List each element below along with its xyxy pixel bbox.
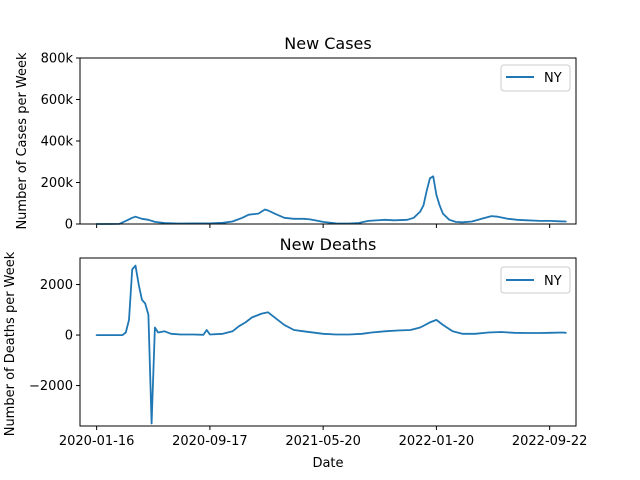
- cases-subplot: New Cases 0 200k 400k 600k 800k Number of Ca…: [15, 34, 577, 233]
- deaths-xtick-label: 2022-01-20: [399, 434, 475, 449]
- deaths-ytick-labels: −2000 0 2000: [29, 278, 73, 394]
- cases-legend: NY: [500, 64, 571, 92]
- deaths-xticks: [96, 426, 551, 430]
- deaths-legend: NY: [500, 266, 571, 294]
- cases-lines: [95, 175, 567, 225]
- deaths-legend-label: NY: [544, 274, 562, 289]
- cases-legend-frame: [500, 64, 571, 92]
- deaths-series-line-ny: [95, 264, 567, 425]
- cases-series-line-ny: [95, 175, 567, 225]
- deaths-title: New Deaths: [280, 235, 377, 254]
- deaths-ytick-label: −2000: [29, 379, 73, 394]
- cases-ytick-label: 200k: [41, 176, 74, 191]
- deaths-xtick-label: 2022-09-22: [512, 434, 588, 449]
- deaths-legend-frame: [500, 266, 571, 294]
- cases-yticks: [76, 57, 80, 225]
- cases-ytick-label: 0: [65, 218, 73, 233]
- cases-title: New Cases: [284, 34, 371, 53]
- deaths-axes-frame: [79, 257, 577, 427]
- deaths-subplot: New Deaths −2000 0 2000 2020-01-16 2020-09-…: [3, 235, 587, 471]
- cases-legend-label: NY: [544, 71, 562, 86]
- deaths-lines: [95, 264, 567, 425]
- deaths-ylabel: Number of Deaths per Week: [3, 251, 18, 436]
- cases-ytick-label: 800k: [41, 52, 74, 67]
- cases-ylabel: Number of Cases per Week: [15, 52, 30, 230]
- cases-ytick-labels: 0 200k 400k 600k 800k: [41, 52, 74, 233]
- deaths-xtick-label: 2020-09-17: [172, 434, 248, 449]
- cases-ytick-label: 400k: [41, 135, 74, 150]
- cases-ytick-label: 600k: [41, 93, 74, 108]
- deaths-xtick-labels: 2020-01-16 2020-09-17 2021-05-20 2022-01-20…: [59, 434, 588, 449]
- deaths-xtick-label: 2020-01-16: [59, 434, 135, 449]
- deaths-yticks: [76, 284, 80, 387]
- deaths-xlabel: Date: [312, 456, 343, 471]
- deaths-ytick-label: 2000: [40, 278, 73, 293]
- deaths-ytick-label: 0: [65, 329, 73, 344]
- cases-axes-frame: [79, 57, 577, 225]
- deaths-xtick-label: 2021-05-20: [285, 434, 361, 449]
